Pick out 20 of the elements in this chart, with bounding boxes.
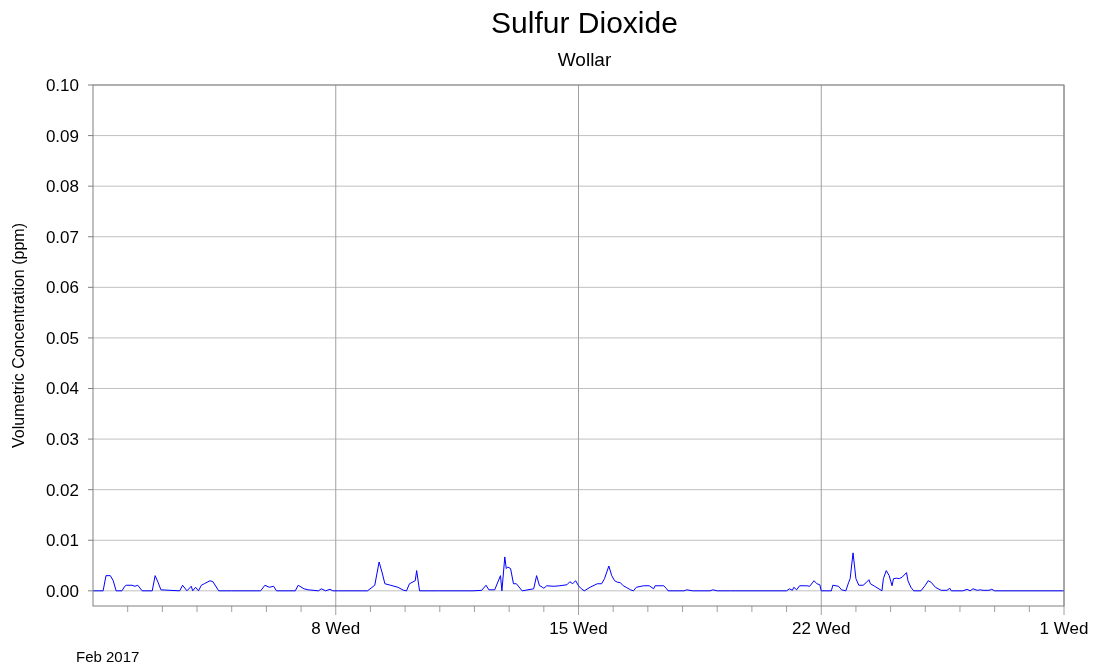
y-tick-label: 0.01 [45, 531, 79, 551]
y-tick-label: 0.04 [45, 379, 79, 399]
chart-subtitle: Wollar [557, 49, 612, 70]
y-tick-label: 0.06 [45, 278, 79, 298]
y-tick-label: 0.02 [45, 480, 79, 500]
y-tick-label: 0.10 [45, 76, 79, 95]
x-tick-label: 15 Wed [549, 619, 608, 638]
x-tick-label: 22 Wed [792, 619, 851, 638]
chart-title: Sulfur Dioxide [491, 6, 678, 39]
y-tick-label: 0.05 [45, 328, 79, 348]
x-tick-label: 1 Wed [1039, 619, 1089, 638]
y-axis-title: Volumetric Concentration (ppm) [10, 223, 27, 448]
text: Feb 2017 [76, 648, 140, 665]
x-tick-label: 8 Wed [311, 619, 361, 638]
line-series [92, 552, 1065, 592]
y-tick-label: 0.07 [45, 227, 79, 247]
y-tick-label: 0.03 [45, 430, 79, 450]
y-tick-label: 0.00 [45, 581, 79, 601]
y-tick-label: 0.09 [45, 126, 79, 146]
y-tick-label: 0.08 [45, 177, 79, 197]
